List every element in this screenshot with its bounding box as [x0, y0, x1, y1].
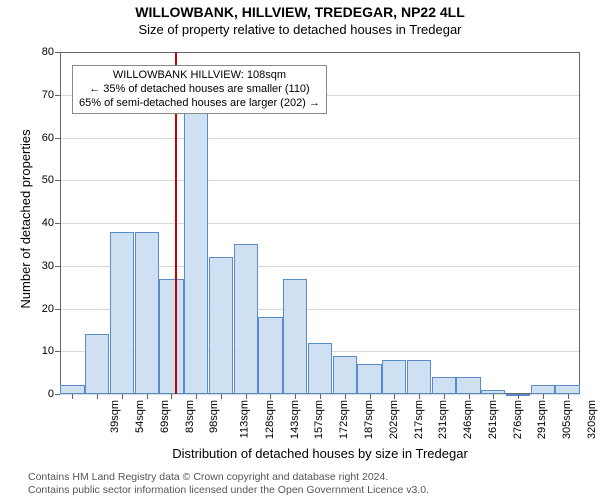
histogram-bar [432, 377, 456, 394]
xtick-label: 187sqm [363, 400, 375, 439]
xtick-label: 261sqm [487, 400, 499, 439]
xtick-mark [72, 394, 73, 399]
ytick-mark [55, 95, 60, 96]
ytick-label: 50 [30, 174, 54, 186]
xtick-mark [518, 394, 519, 399]
ytick-mark [55, 52, 60, 53]
xtick-label: 320sqm [586, 400, 598, 439]
xtick-mark [196, 394, 197, 399]
annotation-line-1: WILLOWBANK HILLVIEW: 108sqm [79, 69, 320, 83]
histogram-bar [531, 385, 555, 394]
ytick-mark [55, 394, 60, 395]
xtick-mark [221, 394, 222, 399]
xtick-label: 291sqm [536, 400, 548, 439]
xtick-label: 305sqm [561, 400, 573, 439]
histogram-bar [555, 385, 579, 394]
histogram-bar [258, 317, 282, 394]
xtick-mark [444, 394, 445, 399]
xtick-mark [469, 394, 470, 399]
histogram-bar [85, 334, 109, 394]
histogram-bar [110, 232, 134, 394]
ytick-label: 40 [30, 217, 54, 229]
grid-line [60, 138, 580, 139]
ytick-label: 0 [30, 388, 54, 400]
xtick-label: 128sqm [264, 400, 276, 439]
xtick-label: 202sqm [388, 400, 400, 439]
grid-line [60, 52, 580, 53]
xtick-mark [543, 394, 544, 399]
xtick-mark [270, 394, 271, 399]
histogram-bar [382, 360, 406, 394]
xtick-label: 143sqm [289, 400, 301, 439]
xtick-label: 231sqm [437, 400, 449, 439]
ytick-mark [55, 180, 60, 181]
annotation-box: WILLOWBANK HILLVIEW: 108sqm← 35% of deta… [72, 65, 327, 114]
footer-line-2: Contains public sector information licen… [28, 484, 429, 498]
xtick-label: 113sqm [239, 400, 251, 438]
footer-line-1: Contains HM Land Registry data © Crown c… [28, 471, 429, 485]
attribution-footer: Contains HM Land Registry data © Crown c… [28, 471, 429, 498]
xtick-mark [97, 394, 98, 399]
xtick-mark [345, 394, 346, 399]
ytick-mark [55, 309, 60, 310]
ytick-mark [55, 266, 60, 267]
xtick-label: 98sqm [208, 400, 220, 433]
ytick-label: 70 [30, 89, 54, 101]
histogram-bar [283, 279, 307, 394]
xtick-mark [320, 394, 321, 399]
histogram-bar [308, 343, 332, 394]
histogram-bar [456, 377, 480, 394]
xtick-mark [493, 394, 494, 399]
annotation-line-3: 65% of semi-detached houses are larger (… [79, 97, 320, 111]
ytick-label: 20 [30, 303, 54, 315]
xtick-mark [419, 394, 420, 399]
xtick-label: 39sqm [109, 400, 121, 433]
histogram-bar [407, 360, 431, 394]
xtick-label: 69sqm [159, 400, 171, 433]
ytick-label: 10 [30, 345, 54, 357]
xtick-label: 246sqm [462, 400, 474, 439]
ytick-label: 60 [30, 132, 54, 144]
histogram-bar [159, 279, 183, 394]
xtick-mark [394, 394, 395, 399]
ytick-mark [55, 138, 60, 139]
histogram-bar [234, 244, 258, 394]
y-axis-label: Number of detached properties [18, 119, 33, 319]
xtick-label: 83sqm [184, 400, 196, 433]
xtick-label: 276sqm [512, 400, 524, 439]
xtick-mark [568, 394, 569, 399]
xtick-label: 217sqm [413, 400, 425, 439]
grid-line [60, 223, 580, 224]
xtick-mark [147, 394, 148, 399]
ytick-label: 80 [30, 46, 54, 58]
ytick-mark [55, 351, 60, 352]
xtick-label: 172sqm [338, 400, 350, 439]
xtick-label: 54sqm [134, 400, 146, 433]
ytick-mark [55, 223, 60, 224]
histogram-bar [184, 108, 208, 394]
ytick-label: 30 [30, 260, 54, 272]
grid-line [60, 180, 580, 181]
histogram-bar [60, 385, 84, 394]
xtick-mark [246, 394, 247, 399]
histogram-chart: 0 10 20 30 40 50 60 70 80 39sqm 54sqm 69sqm 83sqm 98s… [0, 4, 600, 504]
histogram-bar [333, 356, 357, 394]
annotation-line-2: ← 35% of detached houses are smaller (11… [79, 83, 320, 97]
xtick-mark [295, 394, 296, 399]
histogram-bar [209, 257, 233, 394]
xtick-mark [370, 394, 371, 399]
xtick-mark [122, 394, 123, 399]
histogram-bar [357, 364, 381, 394]
xtick-label: 157sqm [314, 400, 326, 439]
histogram-bar [135, 232, 159, 394]
xtick-mark [171, 394, 172, 399]
x-axis-label: Distribution of detached houses by size … [60, 446, 580, 461]
